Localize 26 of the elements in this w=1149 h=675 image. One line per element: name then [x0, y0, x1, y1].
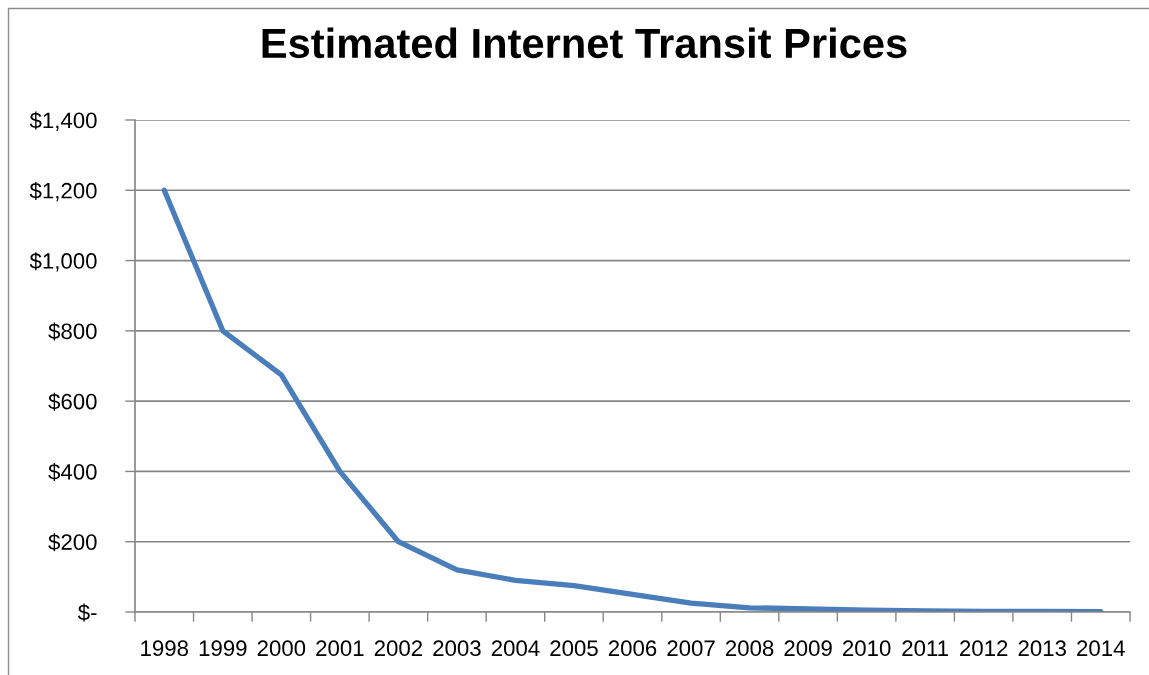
y-tick-label: $800 — [48, 322, 97, 341]
y-tick-label: $400 — [48, 463, 97, 482]
y-tick-label: $1,400 — [29, 111, 97, 131]
x-tick-label: 2005 — [550, 640, 598, 657]
x-tick-label: 2007 — [667, 640, 715, 657]
y-tick-label: $200 — [48, 533, 97, 552]
x-tick-label: 2004 — [491, 640, 540, 657]
x-tick-label: 2011 — [902, 640, 948, 657]
x-tick-label: 2001 — [316, 640, 364, 657]
y-tick-label: $1,200 — [29, 181, 97, 202]
y-tick-label: $600 — [48, 392, 97, 411]
x-tick-label: 2002 — [374, 640, 422, 657]
y-tick-label: $1,000 — [29, 252, 97, 272]
y-tick-label: $- — [77, 603, 97, 622]
x-tick-label: 2014 — [1077, 640, 1125, 657]
x-tick-label: 1999 — [199, 640, 247, 657]
x-tick-label: 2013 — [1018, 640, 1066, 657]
x-tick-label: 2012 — [960, 640, 1008, 657]
x-tick-label: 2003 — [433, 640, 481, 657]
x-tick-label: 1998 — [141, 640, 189, 657]
chart-title: Estimated Internet Transit Prices — [262, 27, 907, 59]
x-tick-label: 2010 — [843, 640, 891, 657]
x-tick-label: 2008 — [725, 640, 774, 657]
x-tick-label: 2009 — [784, 640, 832, 657]
x-tick-label: 2000 — [257, 640, 306, 657]
x-tick-label: 2006 — [608, 640, 657, 657]
